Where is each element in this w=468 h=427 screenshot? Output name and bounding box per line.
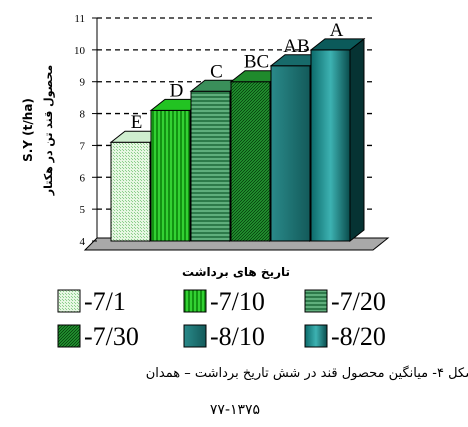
legend-label: -7/10 [210,287,265,316]
legend-item-4: -7/30 [57,322,139,351]
legend-swatch [57,289,81,313]
y-axis-label-persian: محصول قند تن در هکتار [42,65,55,196]
y-tick-label: 5 [80,204,86,216]
legend-item-2: -7/10 [183,287,265,316]
bar-front [270,65,311,242]
legend: -7/1 -7/10 -7/20 -7/30 -8/10 -8/20 [57,287,386,351]
bar-front [310,49,351,242]
bar-letter: AB [283,36,309,57]
bar-letter: D [170,80,184,101]
y-axis: 4 5 6 7 8 9 10 11 [74,13,97,248]
y-tick-label: 7 [80,140,86,152]
legend-label: -7/20 [331,287,386,316]
y-tick-label: 8 [80,109,86,121]
legend-label: -8/20 [331,322,386,351]
bar-front [150,109,191,242]
x-axis-label: تاریخ های برداشت [182,265,290,279]
legend-item-1: -7/1 [57,287,126,316]
y-axis-label-latin: S.Y (t/ha) [21,98,35,162]
legend-item-3: -7/20 [304,287,386,316]
legend-label: -8/10 [210,322,265,351]
legend-label: -7/1 [84,287,126,316]
legend-swatch [304,289,328,313]
bar-side [349,37,365,243]
legend-label: -7/30 [84,322,139,351]
legend-item-6: -8/20 [304,322,386,351]
bars [109,37,366,243]
y-tick-label: 11 [74,13,85,25]
caption-line-1: شکل ۴- میانگین محصول قند در شش تاریخ برد… [146,365,468,381]
legend-swatch [57,324,81,348]
legend-swatch [183,324,207,348]
caption-line-2: ۷۷-۱۳۷۵ [210,402,260,418]
bar-letter: C [210,61,223,82]
y-tick-label: 6 [80,172,86,184]
bar-letter: A [330,20,344,41]
bar-front [110,141,151,242]
bar-6 [309,37,366,243]
bar-front [190,90,231,242]
bar-letter: BC [244,52,269,73]
legend-swatch [304,324,328,348]
bar-front [230,81,271,242]
y-tick-label: 4 [80,236,86,248]
legend-swatch [183,289,207,313]
significance-letters: E D C BC AB A [131,20,344,133]
y-tick-label: 9 [80,77,86,89]
y-tick-label: 10 [74,45,86,57]
legend-item-5: -8/10 [183,322,265,351]
bar-top [309,38,366,51]
bar-letter: E [131,112,143,133]
